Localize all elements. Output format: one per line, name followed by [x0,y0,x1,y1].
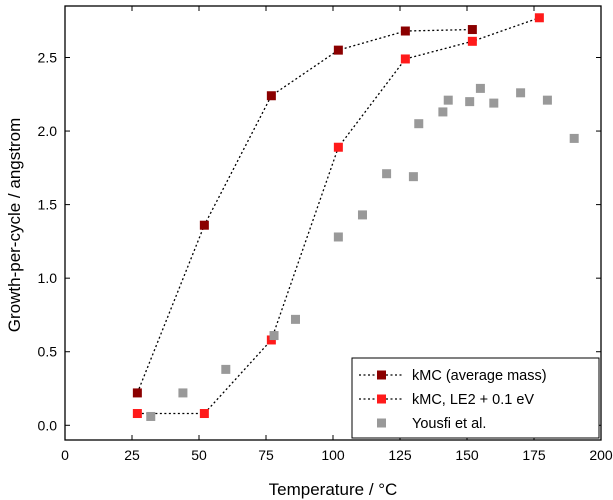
data-point [465,97,475,107]
data-point [357,210,367,220]
x-tick-label: 200 [589,447,613,463]
legend-marker [377,418,386,428]
series-3 [146,83,579,421]
x-axis-title: Temperature / °C [269,480,398,499]
y-tick-label: 2.0 [38,123,58,139]
x-tick-label: 125 [388,447,412,463]
data-point [290,314,300,324]
legend-item: Yousfi et al. [377,416,486,432]
data-point [400,26,410,36]
y-tick-label: 0.5 [38,344,58,360]
data-point [333,45,343,55]
legend-label: kMC, LE2 + 0.1 eV [412,392,534,408]
legend-item: kMC (average mass) [359,368,547,384]
series-2 [132,13,544,419]
y-tick-label: 1.5 [38,197,58,213]
data-point [333,142,343,152]
data-point [516,88,526,98]
y-axis-title: Growth-per-cycle / angstrom [5,118,24,332]
series-1 [132,25,477,398]
legend-label: kMC (average mass) [412,368,547,384]
data-point [146,411,156,421]
data-point [534,13,544,23]
data-point [333,232,343,242]
series-layer [132,13,579,421]
data-point [467,25,477,35]
legend-item: kMC, LE2 + 0.1 eV [359,392,534,408]
legend-marker [377,394,386,404]
x-tick-label: 75 [258,447,274,463]
y-tick-label: 2.5 [38,49,58,65]
data-point [569,133,579,143]
data-point [408,172,418,182]
data-point [400,54,410,64]
y-tick-label: 1.0 [38,270,58,286]
data-point [269,331,279,341]
data-point [382,169,392,179]
data-point [132,388,142,398]
data-point [475,83,485,93]
x-tick-label: 150 [455,447,479,463]
x-tick-label: 50 [191,447,207,463]
data-point [438,107,448,117]
legend: kMC (average mass) kMC, LE2 + 0.1 eV Yousf… [351,357,600,439]
legend-label: Yousfi et al. [412,416,486,432]
data-point [467,36,477,46]
x-tick-label: 25 [124,447,140,463]
data-point [221,364,231,374]
data-point [132,409,142,419]
data-point [414,119,424,129]
x-tick-label: 0 [61,447,69,463]
data-point [199,220,209,230]
data-point [542,95,552,105]
data-point [489,98,499,108]
x-tick-label: 100 [321,447,345,463]
axis-ticks: 0 25 50 75 100 125 150 175 200 0.0 0.5 1.0 1.5 2.0 2.5 [38,6,613,463]
data-point [199,409,209,419]
legend-marker [377,370,386,380]
legend-box [351,357,600,439]
x-tick-label: 175 [522,447,546,463]
data-point [266,91,276,101]
series-line [136,28,473,394]
data-point [443,95,453,105]
y-tick-label: 0.0 [38,417,58,433]
series-line [137,17,540,415]
data-point [178,388,188,398]
